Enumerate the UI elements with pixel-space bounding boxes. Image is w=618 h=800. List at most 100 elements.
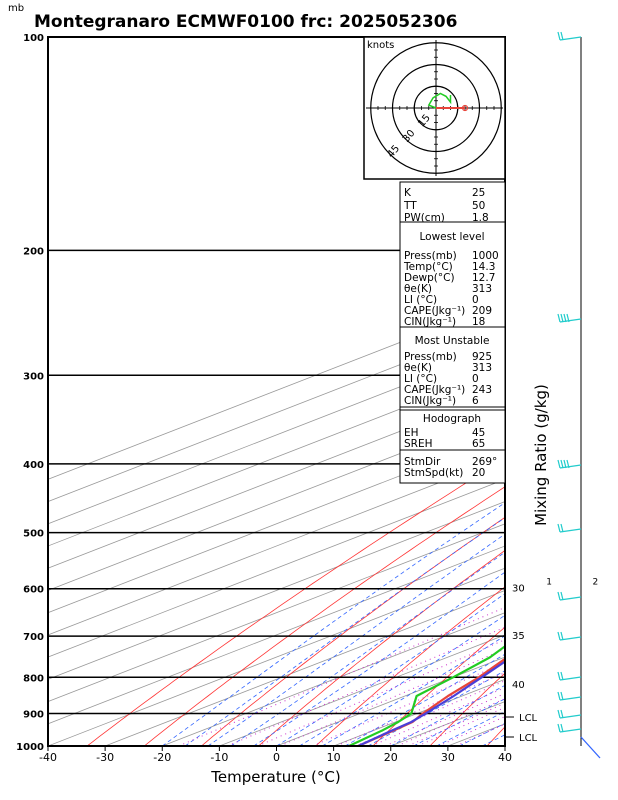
tt-label: TT <box>403 200 417 212</box>
isotherm-line <box>48 345 505 525</box>
mu-li-label: LI (°C) <box>404 373 437 385</box>
dewpoint-line <box>348 644 505 746</box>
wind-barb-staff <box>559 464 582 469</box>
pw-label: PW(cm) <box>404 212 445 224</box>
mu-li-value: 0 <box>472 373 479 385</box>
dry-adiabat-line <box>86 457 505 746</box>
isotherm-line <box>48 478 505 658</box>
wind-barb-staff <box>559 596 582 601</box>
x-tick-label: 30 <box>441 751 455 764</box>
stmdir-value: 269° <box>472 456 497 468</box>
wind-barb-surface <box>580 736 601 759</box>
sreh-label: SREH <box>404 438 433 450</box>
moist-adiabat-line <box>390 684 505 746</box>
axis-ticks: 1234681012141618202530303540100200300400… <box>16 33 599 764</box>
y-tick-label: 500 <box>23 529 44 540</box>
mixing-ratio-line <box>407 702 505 746</box>
mixing-ratio-line <box>336 672 505 746</box>
hodograph-title: Hodograph <box>423 413 481 425</box>
cin-value: 18 <box>472 316 485 328</box>
pressure-unit-label: mb <box>8 3 24 14</box>
mu-thetae-label: θe(K) <box>404 362 432 374</box>
mu-press-label: Press(mb) <box>404 351 457 363</box>
li-value: 0 <box>472 294 479 306</box>
wind-barb-staff <box>559 714 582 719</box>
dewp-label: Dewp(°C) <box>404 272 455 284</box>
wind-barb-flag <box>563 313 567 323</box>
tt-value: 50 <box>472 200 485 212</box>
isotherm-line <box>104 590 505 746</box>
theta-label: 40 <box>512 680 525 691</box>
y-tick-label: 800 <box>23 673 44 684</box>
mu-cin-value: 6 <box>472 395 479 407</box>
wind-barb-flag <box>560 523 564 533</box>
wind-barb-staff <box>559 696 582 701</box>
isotherm-line <box>48 501 505 680</box>
stmspd-label: StmSpd(kt) <box>404 467 463 479</box>
wind-barb-flag <box>560 709 564 719</box>
wind-barb <box>557 591 582 601</box>
dry-adiabat-line <box>372 626 505 746</box>
storm-motion-marker <box>461 104 469 112</box>
dry-adiabat-line <box>258 549 505 746</box>
temp-label: Temp(°C) <box>403 261 453 273</box>
li-label: LI (°C) <box>404 294 437 306</box>
hodograph-knots-label: knots <box>367 40 394 51</box>
isotherm-line <box>48 545 505 725</box>
mu-cin-label: CIN(Jkg⁻¹) <box>404 395 456 407</box>
cin-label: CIN(Jkg⁻¹) <box>404 316 456 328</box>
wind-barb-flag <box>560 723 564 733</box>
wind-barb-flag <box>566 313 570 323</box>
wind-barb-flag <box>557 523 561 533</box>
moist-adiabat-line <box>504 745 505 746</box>
dry-adiabat-line <box>429 672 505 746</box>
x-axis-label: Temperature (°C) <box>210 768 340 786</box>
wind-barb-flag <box>557 709 561 719</box>
wind-barb-flag <box>557 631 561 641</box>
wind-barb <box>557 631 582 641</box>
wind-barb-staff <box>559 36 582 41</box>
mixing-ratio-line <box>397 698 505 746</box>
stmspd-value: 20 <box>472 467 485 479</box>
wind-barb <box>557 671 582 681</box>
wind-barb-flag <box>563 459 567 469</box>
wind-barb-flag <box>557 459 561 469</box>
wind-barb <box>557 459 582 469</box>
mixing-ratio-axis-label: Mixing Ratio (g/kg) <box>532 384 550 526</box>
x-tick-label: 0 <box>273 751 280 764</box>
dry-adiabat-line <box>486 726 505 746</box>
isotherm-line <box>48 523 505 702</box>
wind-barb <box>557 691 582 701</box>
y-tick-label: 100 <box>23 33 44 44</box>
dry-adiabat-line <box>315 586 505 746</box>
theta-label: 35 <box>512 631 525 642</box>
x-tick-label: -30 <box>96 751 114 764</box>
wind-barb-flag <box>557 691 561 701</box>
isotherm-line <box>162 612 505 746</box>
k-value: 25 <box>472 187 485 199</box>
most-unstable-title: Most Unstable <box>415 335 490 347</box>
wind-barb <box>557 523 582 533</box>
mixing-ratio-label: 2 <box>593 578 599 588</box>
wind-barb-flag <box>557 723 561 733</box>
eh-value: 45 <box>472 427 485 439</box>
y-tick-label: 1000 <box>16 742 44 753</box>
wind-barb-flag <box>557 671 561 681</box>
moist-adiabat-line <box>299 614 505 746</box>
lowest-level-title: Lowest level <box>419 231 484 243</box>
x-tick-label: -40 <box>39 751 57 764</box>
mu-thetae-value: 313 <box>472 362 492 374</box>
wind-barb-flag <box>560 631 564 641</box>
press-value: 1000 <box>472 250 499 262</box>
wind-barb-flag <box>560 691 564 701</box>
x-tick-label: 40 <box>498 751 512 764</box>
wind-barb-staff <box>559 318 582 323</box>
wind-barb-flag <box>560 313 564 323</box>
isotherm-line <box>48 323 505 502</box>
y-tick-label: 900 <box>23 710 44 721</box>
stmdir-label: StmDir <box>404 456 441 468</box>
mu-cape-label: CAPE(Jkg⁻¹) <box>404 384 465 396</box>
eh-label: EH <box>404 427 419 439</box>
wind-barb-staff <box>559 636 582 641</box>
wind-barb <box>557 723 582 733</box>
